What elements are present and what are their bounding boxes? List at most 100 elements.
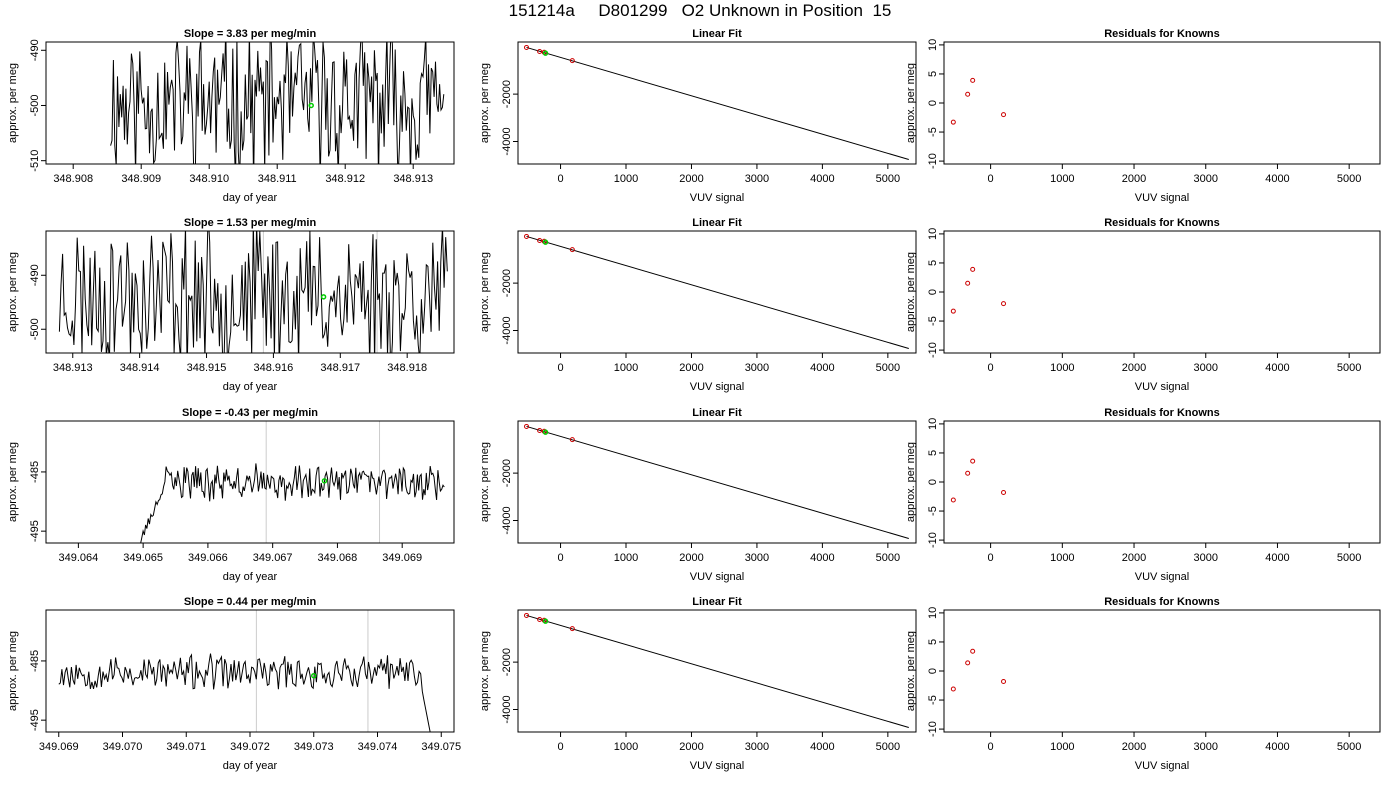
- unknown-point: [542, 50, 549, 56]
- y-tick-label: 10: [927, 607, 939, 619]
- x-tick-label: 4000: [1265, 173, 1289, 185]
- residual-point: [1001, 112, 1007, 118]
- x-axis-label: VUV signal: [690, 571, 744, 583]
- y-tick-label: 0: [927, 479, 939, 485]
- plot-area: [950, 458, 1007, 503]
- x-tick-label: 2000: [1122, 552, 1146, 564]
- x-axis-label: day of year: [223, 760, 278, 772]
- plot-area: [524, 233, 909, 349]
- x-tick-label: 5000: [1337, 552, 1361, 564]
- y-tick-label: -495: [29, 520, 41, 542]
- residual-point: [950, 686, 956, 692]
- plot-area: [524, 44, 909, 160]
- residual-point: [970, 266, 976, 272]
- panel-title: Linear Fit: [692, 407, 742, 419]
- x-tick-label: 2000: [1122, 173, 1146, 185]
- x-tick-label: 5000: [876, 552, 900, 564]
- x-tick-label: 0: [557, 552, 563, 564]
- residual-point: [1001, 678, 1007, 684]
- x-tick-label: 349.074: [358, 741, 398, 753]
- x-tick-label: 349.065: [123, 552, 163, 564]
- y-tick-label: 10: [927, 228, 939, 240]
- x-tick-label: 4000: [810, 741, 834, 753]
- panel-signal-2: Slope = 1.53 per meg/min 348.913 348.914 34…: [7, 217, 455, 393]
- known-point: [524, 233, 530, 239]
- plot-area: [140, 421, 445, 543]
- residual-point: [970, 648, 976, 654]
- x-tick-label: 0: [557, 741, 563, 753]
- panel-residuals-4: Residuals for Knowns 0 1000 2000 3000 4000 500…: [905, 596, 1381, 772]
- x-tick-label: 348.914: [120, 362, 160, 374]
- x-axis-label: day of year: [223, 192, 278, 204]
- x-tick-label: 0: [988, 741, 994, 753]
- x-tick-label: 349.073: [294, 741, 334, 753]
- y-tick-label: -4000: [501, 506, 513, 534]
- y-tick-label: -2000: [501, 269, 513, 297]
- y-tick-label: 5: [927, 639, 939, 645]
- residual-point: [950, 308, 956, 314]
- x-tick-label: 4000: [1265, 552, 1289, 564]
- plot-area: [950, 266, 1007, 314]
- x-tick-label: 348.910: [189, 173, 229, 185]
- plot-frame: [517, 609, 917, 733]
- plot-frame: [45, 41, 455, 165]
- residual-point: [965, 660, 971, 666]
- x-axis-label: VUV signal: [1135, 381, 1189, 393]
- panel-fit-1: Linear Fit 0 1000 2000 3000 4000 5000 -4000 -200…: [479, 28, 917, 204]
- panel-title: Residuals for Knowns: [1104, 217, 1220, 229]
- known-point: [537, 616, 543, 622]
- fit-line: [526, 235, 909, 349]
- y-tick-label: -485: [29, 650, 41, 672]
- known-point: [524, 423, 530, 429]
- known-point: [569, 247, 575, 253]
- x-tick-label: 2000: [1122, 741, 1146, 753]
- plot-area: [110, 42, 445, 164]
- panel-title: Slope = 1.53 per meg/min: [184, 217, 317, 229]
- y-tick-label: 0: [927, 668, 939, 674]
- panel-signal-1: Slope = 3.83 per meg/min 348.908 348.909 34…: [7, 28, 455, 204]
- x-tick-label: 349.070: [103, 741, 143, 753]
- y-tick-label: -4000: [501, 316, 513, 344]
- x-axis-label: day of year: [223, 381, 278, 393]
- y-tick-label: -485: [29, 461, 41, 483]
- y-axis-label: approx. per meg: [905, 252, 917, 332]
- fit-line: [526, 46, 909, 160]
- residual-point: [970, 77, 976, 83]
- x-tick-label: 348.909: [121, 173, 161, 185]
- x-tick-label: 0: [988, 362, 994, 374]
- x-tick-label: 349.066: [188, 552, 228, 564]
- x-tick-label: 1000: [1050, 552, 1074, 564]
- y-tick-label: -10: [927, 721, 939, 737]
- y-tick-label: -10: [927, 342, 939, 358]
- x-tick-label: 3000: [745, 173, 769, 185]
- y-axis-label: approx. per meg: [479, 442, 491, 522]
- signal-trace: [140, 463, 445, 543]
- y-tick-label: -490: [29, 264, 41, 286]
- plot-frame: [943, 41, 1381, 165]
- known-point: [524, 612, 530, 618]
- panel-residuals-2: Residuals for Knowns 0 1000 2000 3000 4000 500…: [905, 217, 1381, 393]
- x-tick-label: 3000: [1194, 173, 1218, 185]
- y-axis-label: approx. per meg: [905, 63, 917, 143]
- x-tick-label: 349.075: [421, 741, 461, 753]
- residual-point: [965, 470, 971, 476]
- panel-title: Residuals for Knowns: [1104, 596, 1220, 608]
- known-point: [537, 48, 543, 54]
- signal-trace: [58, 653, 431, 732]
- panel-residuals-1: Residuals for Knowns 0 1000 2000 3000 4000 500…: [905, 28, 1381, 204]
- x-tick-label: 5000: [876, 362, 900, 374]
- x-tick-label: 1000: [1050, 173, 1074, 185]
- x-tick-label: 348.916: [254, 362, 294, 374]
- y-tick-label: -2000: [501, 80, 513, 108]
- y-axis-label: approx. per meg: [479, 631, 491, 711]
- residual-point: [1001, 301, 1007, 307]
- x-tick-label: 4000: [810, 362, 834, 374]
- panel-signal-3: Slope = -0.43 per meg/min 349.064 349.065 3…: [7, 407, 455, 583]
- signal-trace: [58, 231, 448, 353]
- fit-line: [526, 614, 909, 728]
- x-axis-label: VUV signal: [690, 381, 744, 393]
- panel-title: Slope = 3.83 per meg/min: [184, 28, 317, 40]
- y-axis-label: approx. per meg: [7, 442, 19, 522]
